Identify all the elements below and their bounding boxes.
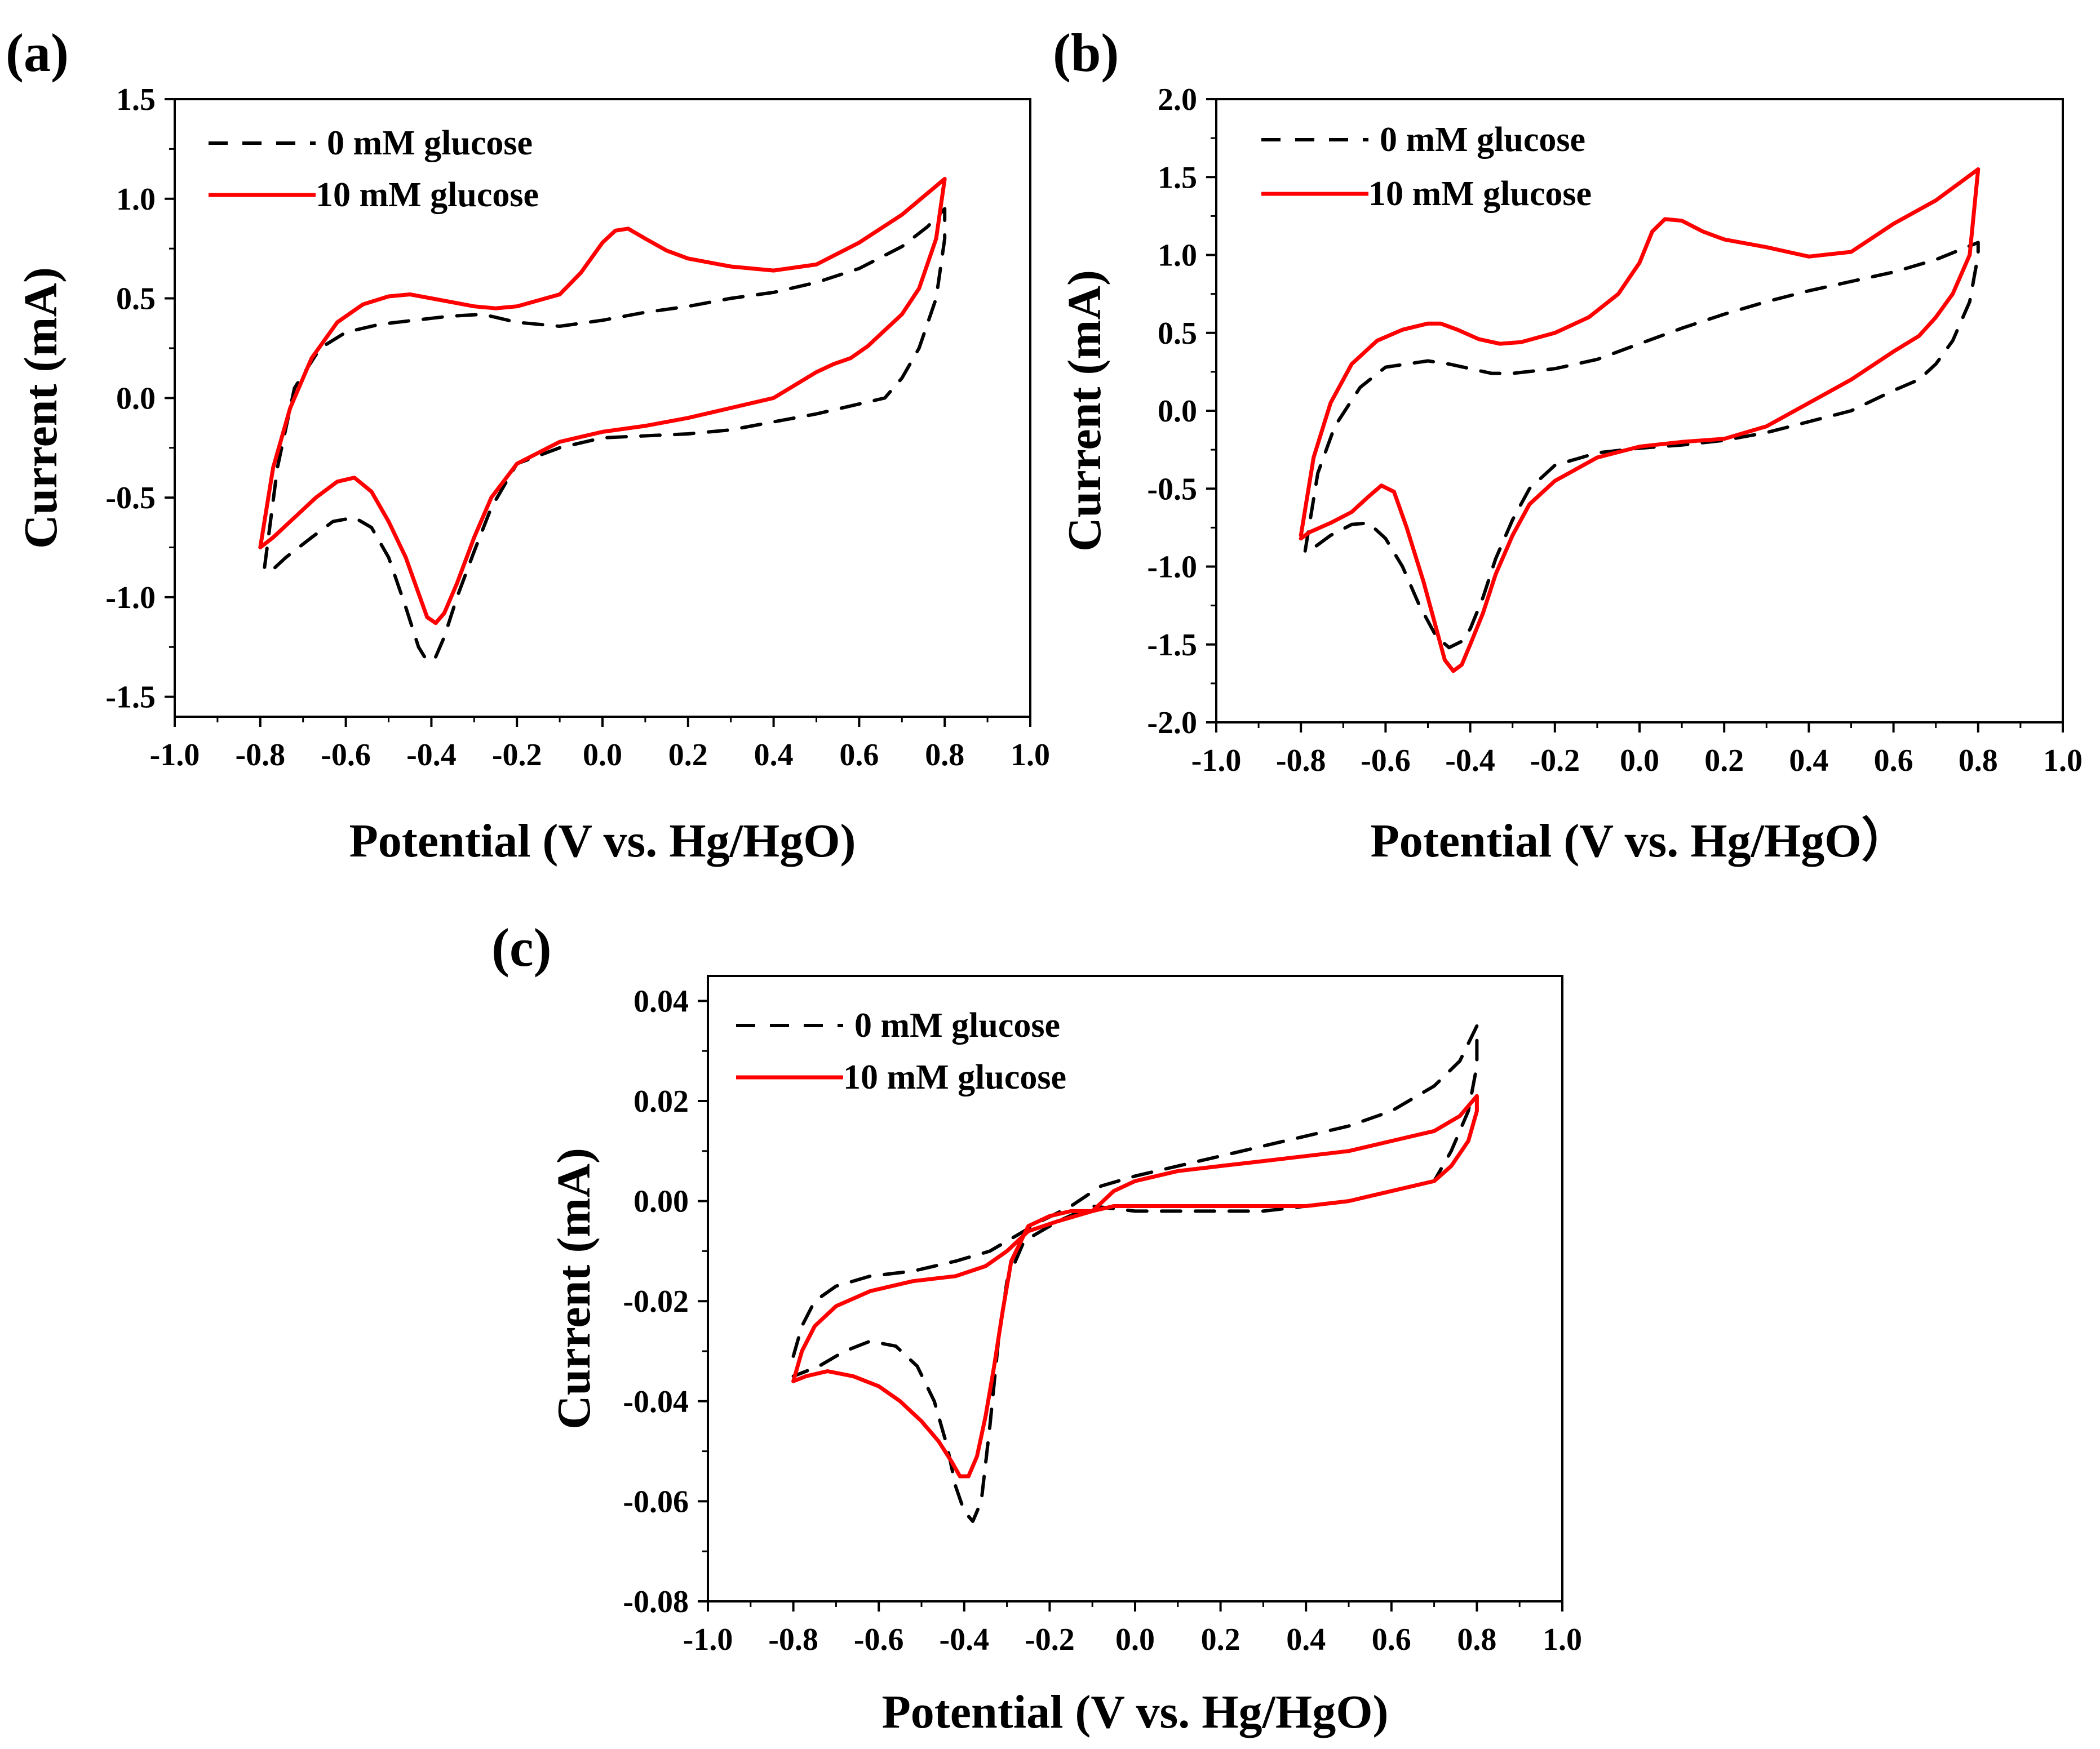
x-tick-label: -0.6: [321, 738, 371, 773]
x-tick-label: -1.0: [150, 738, 200, 773]
y-tick-label: -1.5: [1147, 628, 1197, 663]
series-0mM-line: [263, 207, 947, 663]
x-tick-label: -0.4: [406, 738, 457, 773]
x-tick-label: -1.0: [1191, 743, 1242, 778]
x-tick-label: -0.2: [1025, 1622, 1075, 1657]
y-tick-label: -1.0: [105, 580, 156, 615]
y-tick-label: 2.0: [1158, 82, 1197, 117]
x-tick-label: 0.4: [1286, 1622, 1326, 1657]
y-tick-label: 0.0: [116, 381, 156, 416]
x-tick-label: 0.8: [1457, 1622, 1496, 1657]
legend-label: 10 mM glucose: [1368, 175, 1592, 213]
y-tick-label: 0.5: [116, 282, 156, 317]
legend: 0 mM glucose 10 mM glucose: [1261, 121, 1592, 213]
y-tick-label: 0.00: [633, 1184, 689, 1219]
y-axis-title: Current (mA): [548, 1148, 600, 1430]
x-tick-label: 0.4: [1789, 743, 1828, 778]
x-tick-label: 0.2: [1704, 743, 1744, 778]
legend: 0 mM glucose 10 mM glucose: [209, 124, 539, 214]
y-tick-label: 0.02: [633, 1084, 689, 1119]
x-tick-label: -0.6: [1361, 743, 1411, 778]
y-axis-title: Current (mA): [15, 267, 67, 549]
y-tick-label: 0.04: [633, 984, 689, 1019]
y-tick-label: -0.08: [623, 1584, 689, 1619]
legend-label: 0 mM glucose: [1380, 121, 1585, 159]
series-0mM-line: [791, 1024, 1479, 1523]
x-tick-label: 0.6: [839, 738, 879, 773]
y-tick-label: -0.04: [623, 1384, 689, 1419]
series-10mM-line: [258, 176, 947, 625]
y-tick-label: -0.02: [623, 1284, 689, 1319]
panel-label: (a): [6, 23, 69, 83]
x-tick-label: 0.8: [925, 738, 964, 773]
series-0mM-line: [1303, 241, 1980, 650]
x-tick-label: 0.8: [1959, 743, 1998, 778]
panel-c: -1.0 -0.8 -0.6 -0.4 -0.2 0.0 0.2 0.4 0.6 0.8 1.0 -0…: [491, 917, 1582, 1738]
legend-label: 10 mM glucose: [843, 1058, 1066, 1097]
y-tick-label: -1.5: [105, 680, 156, 715]
x-tick-label: 1.0: [2043, 743, 2083, 778]
y-tick-label: 1.0: [116, 182, 156, 217]
panel-label: (b): [1053, 23, 1119, 83]
y-tick-label: 1.5: [116, 82, 156, 117]
x-tick-label: 0.0: [1115, 1622, 1155, 1657]
panel-label: (c): [491, 917, 552, 978]
legend: 0 mM glucose 10 mM glucose: [736, 1006, 1066, 1097]
plot-frame: [707, 975, 1563, 1602]
y-tick-label: -0.06: [623, 1484, 689, 1519]
y-tick-label: -0.5: [105, 481, 156, 516]
y-tick-label: -1.0: [1147, 550, 1197, 585]
y-tick-label: 0.0: [1158, 394, 1197, 429]
legend-label: 0 mM glucose: [854, 1006, 1060, 1045]
x-axis-title: Potential (V vs. Hg/HgO): [349, 815, 856, 867]
series-10mM-line: [791, 1094, 1479, 1479]
x-tick-label: -0.8: [1276, 743, 1326, 778]
y-axis-title: Current (mA): [1058, 270, 1111, 552]
x-tick-label: 0.0: [583, 738, 622, 773]
x-tick-label: 1.0: [1011, 738, 1050, 773]
x-tick-label: 0.0: [1620, 743, 1659, 778]
plot-frame: [174, 98, 1031, 718]
x-tick-label: 0.2: [1201, 1622, 1240, 1657]
legend-label: 0 mM glucose: [327, 124, 533, 162]
y-tick-label: 0.5: [1158, 316, 1197, 351]
y-tick-label: 1.0: [1158, 238, 1197, 273]
x-tick-label: -0.8: [235, 738, 285, 773]
x-tick-label: -0.2: [492, 738, 542, 773]
x-tick-label: -0.2: [1530, 743, 1580, 778]
panel-b: -1.0 -0.8 -0.6 -0.4 -0.2 0.0 0.2 0.4 0.6 0.8 1.0 -2…: [1053, 23, 2083, 867]
legend-label: 10 mM glucose: [316, 176, 539, 214]
x-tick-label: 0.6: [1874, 743, 1913, 778]
x-tick-label: -1.0: [683, 1622, 733, 1657]
x-axis-title: Potential (V vs. Hg/HgO）: [1370, 815, 1908, 867]
y-tick-label: 1.5: [1158, 160, 1197, 195]
x-tick-label: 0.2: [668, 738, 708, 773]
x-tick-label: -0.4: [939, 1622, 989, 1657]
series-10mM-line: [1299, 167, 1981, 673]
y-tick-label: -2.0: [1147, 705, 1197, 740]
x-tick-label: -0.6: [854, 1622, 904, 1657]
panel-a: -1.0 -0.8 -0.6 -0.4 -0.2 0.0 0.2 0.4 0.6 0.8 1.0 -1…: [6, 23, 1050, 867]
x-tick-label: 0.4: [754, 738, 794, 773]
x-tick-label: -0.4: [1445, 743, 1495, 778]
x-tick-label: 1.0: [1543, 1622, 1582, 1657]
y-tick-label: -0.5: [1147, 472, 1197, 507]
x-tick-label: -0.8: [768, 1622, 818, 1657]
x-tick-label: 0.6: [1372, 1622, 1411, 1657]
x-axis-title: Potential (V vs. Hg/HgO): [881, 1686, 1388, 1738]
